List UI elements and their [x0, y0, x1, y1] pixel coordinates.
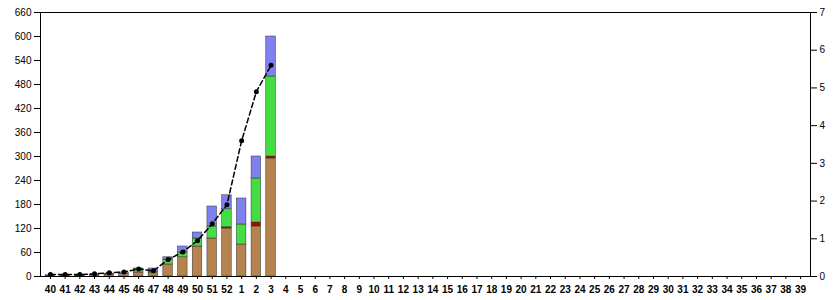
svg-text:40: 40	[45, 284, 57, 295]
svg-text:31: 31	[677, 284, 689, 295]
svg-text:5: 5	[820, 82, 826, 93]
svg-text:8: 8	[342, 284, 348, 295]
svg-text:41: 41	[60, 284, 72, 295]
svg-text:300: 300	[15, 151, 32, 162]
svg-text:19: 19	[501, 284, 513, 295]
svg-text:540: 540	[15, 55, 32, 66]
svg-text:38: 38	[780, 284, 792, 295]
svg-text:240: 240	[15, 175, 32, 186]
svg-text:47: 47	[148, 284, 160, 295]
svg-text:15: 15	[442, 284, 454, 295]
svg-text:0: 0	[26, 271, 32, 282]
svg-text:4: 4	[283, 284, 289, 295]
svg-text:27: 27	[619, 284, 631, 295]
svg-text:20: 20	[516, 284, 528, 295]
svg-text:480: 480	[15, 79, 32, 90]
svg-text:180: 180	[15, 199, 32, 210]
svg-text:37: 37	[766, 284, 778, 295]
svg-text:35: 35	[736, 284, 748, 295]
svg-text:14: 14	[427, 284, 439, 295]
svg-text:25: 25	[589, 284, 601, 295]
svg-text:17: 17	[471, 284, 483, 295]
svg-text:1: 1	[239, 284, 245, 295]
svg-text:21: 21	[530, 284, 542, 295]
svg-text:36: 36	[751, 284, 763, 295]
svg-text:420: 420	[15, 103, 32, 114]
svg-text:30: 30	[663, 284, 675, 295]
svg-text:48: 48	[163, 284, 175, 295]
svg-text:11: 11	[383, 284, 394, 295]
svg-text:16: 16	[457, 284, 469, 295]
svg-text:23: 23	[560, 284, 572, 295]
svg-text:9: 9	[357, 284, 363, 295]
svg-text:49: 49	[177, 284, 189, 295]
svg-text:2: 2	[820, 195, 826, 206]
svg-text:43: 43	[89, 284, 101, 295]
svg-text:50: 50	[192, 284, 204, 295]
svg-text:24: 24	[574, 284, 586, 295]
svg-text:32: 32	[692, 284, 704, 295]
svg-text:46: 46	[133, 284, 145, 295]
svg-text:42: 42	[74, 284, 86, 295]
svg-text:12: 12	[398, 284, 410, 295]
svg-text:34: 34	[721, 284, 733, 295]
svg-text:39: 39	[795, 284, 807, 295]
svg-text:3: 3	[268, 284, 274, 295]
svg-text:10: 10	[368, 284, 380, 295]
svg-text:7: 7	[327, 284, 333, 295]
svg-text:6: 6	[312, 284, 318, 295]
svg-text:0: 0	[820, 271, 826, 282]
svg-text:22: 22	[545, 284, 557, 295]
svg-text:4: 4	[820, 120, 826, 131]
svg-text:44: 44	[104, 284, 116, 295]
svg-text:360: 360	[15, 127, 32, 138]
svg-text:13: 13	[413, 284, 425, 295]
svg-text:52: 52	[221, 284, 233, 295]
svg-text:26: 26	[604, 284, 616, 295]
svg-text:60: 60	[20, 247, 32, 258]
svg-text:45: 45	[118, 284, 130, 295]
svg-text:33: 33	[707, 284, 719, 295]
svg-text:51: 51	[207, 284, 219, 295]
svg-text:5: 5	[298, 284, 304, 295]
svg-text:120: 120	[15, 223, 32, 234]
svg-text:3: 3	[820, 158, 826, 169]
svg-text:29: 29	[648, 284, 660, 295]
svg-text:6: 6	[820, 44, 826, 55]
svg-text:600: 600	[15, 31, 32, 42]
svg-text:1: 1	[820, 233, 826, 244]
svg-text:660: 660	[15, 7, 32, 18]
svg-text:18: 18	[486, 284, 498, 295]
svg-text:7: 7	[820, 7, 826, 18]
svg-text:2: 2	[254, 284, 260, 295]
svg-text:28: 28	[633, 284, 645, 295]
